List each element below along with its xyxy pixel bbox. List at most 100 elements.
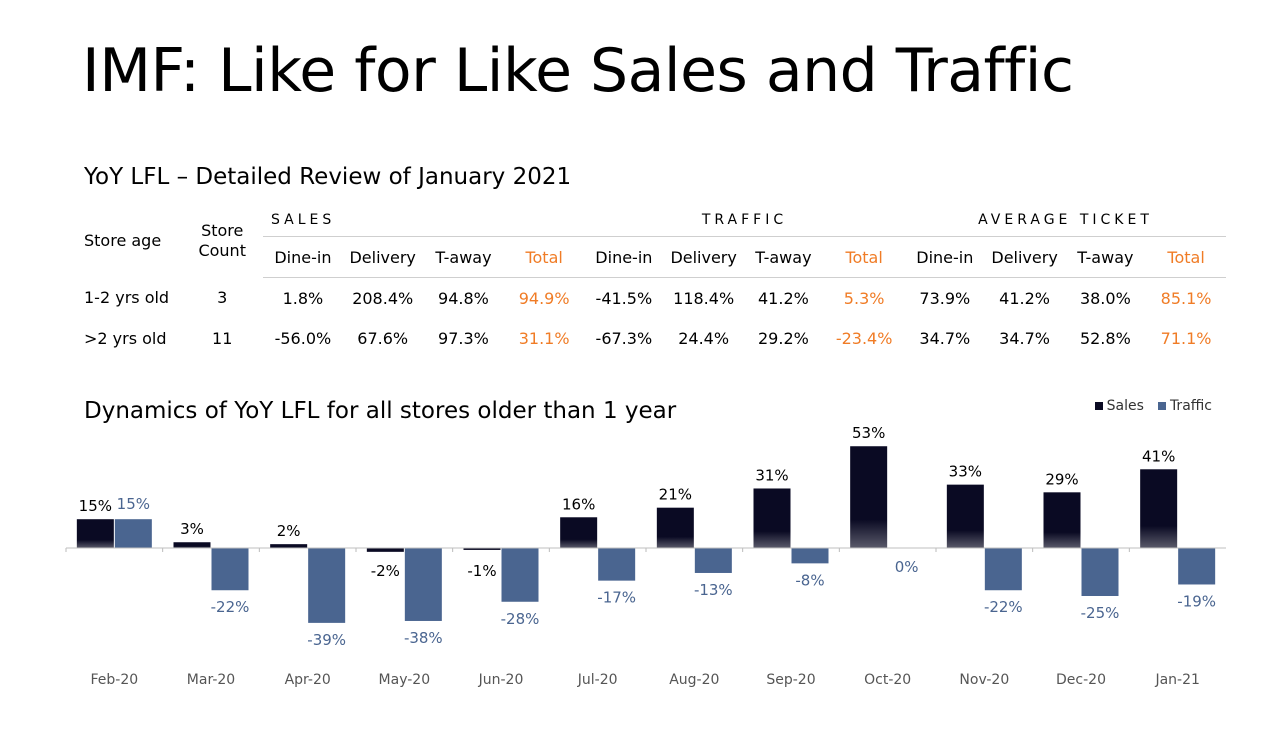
table-title: YoY LFL – Detailed Review of January 202… [84,164,572,190]
traffic-bar [308,548,346,623]
x-tick-label: Jun-20 [478,672,524,688]
table-cell: -56.0% [274,328,332,348]
x-tick-label: Jan-21 [1154,672,1199,688]
subheader-traffic-t-away: T-away [743,236,824,278]
table-cell: 97.3% [438,328,489,348]
legend-label-traffic: Traffic [1169,398,1212,414]
subheader-ticket-dine-in: Dine-in [904,236,985,278]
sales-data-label: 2% [277,522,301,540]
sales-bar [850,446,888,548]
table-cell: 34.7% [999,328,1050,348]
sales-data-label: 21% [659,486,692,504]
subheader-ticket-delivery: Delivery [984,236,1065,278]
subheader-traffic-dine-in: Dine-in [583,236,664,278]
traffic-bar [694,548,732,573]
subheader-traffic-delivery: Delivery [663,236,744,278]
page-title: IMF: Like for Like Sales and Traffic [82,36,1074,106]
legend-swatch-sales [1094,402,1103,410]
table-cell-total: 31.1% [518,328,570,348]
group-average-ticket-header: AVERAGE TICKET [978,212,1153,228]
table-cell-total: 94.9% [518,288,570,308]
chart-title: Dynamics of YoY LFL for all stores older… [84,398,677,424]
traffic-data-label: -8% [795,571,824,589]
table-cell: 38.0% [1079,288,1131,308]
row-label: >2 yrs old [84,328,167,348]
store-count-header: Store Count [198,220,246,260]
subheader-ticket-t-away: T-away [1064,236,1147,278]
sales-bar [173,542,211,548]
table-row: 1-2 yrs old 3 1.8% 208.4% 94.8% 94.9% -4… [76,278,1226,319]
x-tick-label: May-20 [379,672,431,688]
traffic-bar [1178,548,1216,585]
subheader-ticket-total: Total [1146,236,1226,278]
table-cell: -41.5% [595,288,653,308]
table-cell: 67.6% [357,328,409,348]
sales-data-label: 15% [79,497,112,515]
legend-label-sales: Sales [1106,398,1144,414]
table-cell: 118.4% [673,288,735,308]
traffic-data-label: -28% [501,610,540,628]
chart-legend: Sales Traffic [1094,398,1212,414]
subheader-sales-t-away: T-away [422,236,505,278]
traffic-data-label: -22% [984,598,1023,616]
traffic-bar [404,548,442,621]
table-cell-total: 85.1% [1160,288,1212,308]
x-tick-label: Feb-20 [91,672,139,688]
row-label: 1-2 yrs old [84,288,170,308]
table-cell: 34.7% [919,328,971,348]
table-cell: 52.8% [1079,328,1131,348]
legend-swatch-traffic [1157,402,1166,410]
table-cell: 94.8% [438,288,489,308]
x-tick-label: Apr-20 [285,672,331,688]
table-row: >2 yrs old 11 -56.0% 67.6% 97.3% 31.1% -… [76,318,1226,358]
traffic-bar [984,548,1022,591]
sales-data-label: 29% [1045,470,1078,488]
table-cell: 1.8% [282,288,324,308]
traffic-data-label: -25% [1081,604,1120,622]
traffic-data-label: 0% [895,558,919,576]
sales-bar [753,488,791,548]
traffic-bar [501,548,539,602]
subheader-sales-delivery: Delivery [342,236,423,278]
sales-bar [270,544,308,548]
sales-data-label: 33% [949,463,982,481]
legend-item-sales: Sales [1094,398,1144,414]
group-sales-header: SALES [271,212,336,228]
lfl-table: Store age Store Count SALES TRAFFIC AVER… [76,204,1226,358]
traffic-data-label: -17% [597,589,636,607]
x-tick-label: Sep-20 [766,672,815,688]
sales-bar [1043,492,1081,548]
traffic-bar [114,519,152,548]
sales-bar [76,519,114,548]
traffic-bar [1081,548,1119,596]
x-tick-label: Jul-20 [577,672,618,688]
legend-item-traffic: Traffic [1157,398,1212,414]
table-cell: 208.4% [352,288,414,308]
table-cell: -67.3% [595,328,653,348]
sales-data-label: 3% [180,520,204,538]
table-cell-total: -23.4% [835,328,893,348]
subheader-traffic-total: Total [823,236,905,278]
sales-bar [656,507,694,548]
sales-bar [463,548,501,550]
store-age-header: Store age [84,231,162,251]
table-cell: 29.2% [758,328,809,348]
sales-bar [1140,469,1178,548]
traffic-bar [791,548,829,564]
table-cell: 73.9% [919,288,971,308]
traffic-bar [211,548,249,591]
sales-data-label: -2% [371,562,400,580]
sales-data-label: 41% [1142,447,1175,465]
table-cell: 41.2% [758,288,809,308]
subheader-sales-total: Total [504,236,584,278]
traffic-data-label: -22% [211,598,250,616]
traffic-data-label: -38% [404,629,443,647]
sales-bar [560,517,598,548]
table-cell: 41.2% [999,288,1050,308]
group-traffic-header: TRAFFIC [701,212,788,228]
x-tick-label: Oct-20 [864,672,911,688]
table-cell: 24.4% [678,328,730,348]
row-store-count: 3 [217,288,228,308]
sales-data-label: 16% [562,495,595,513]
